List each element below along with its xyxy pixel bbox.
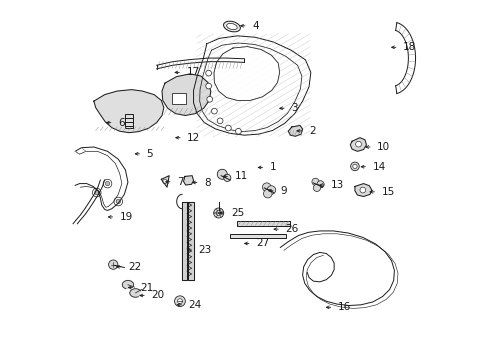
Text: 16: 16 [337, 302, 350, 312]
Text: 4: 4 [251, 21, 258, 31]
Text: 27: 27 [255, 238, 269, 248]
Text: 15: 15 [381, 187, 394, 197]
Circle shape [350, 162, 359, 171]
Circle shape [316, 181, 324, 188]
Circle shape [217, 118, 223, 124]
Text: 8: 8 [203, 177, 210, 188]
Text: 13: 13 [330, 180, 344, 190]
Text: 18: 18 [402, 42, 415, 52]
Polygon shape [94, 90, 163, 133]
Circle shape [177, 299, 182, 304]
Text: 3: 3 [290, 103, 297, 113]
Text: 10: 10 [376, 142, 389, 152]
Circle shape [163, 179, 167, 184]
Circle shape [116, 199, 120, 204]
Text: 19: 19 [120, 212, 133, 222]
Text: 20: 20 [151, 291, 164, 301]
Text: 17: 17 [186, 67, 199, 77]
Circle shape [174, 296, 185, 307]
Polygon shape [354, 184, 371, 197]
Circle shape [223, 174, 230, 181]
Text: 26: 26 [285, 224, 298, 234]
Circle shape [355, 141, 361, 147]
Polygon shape [129, 289, 140, 297]
Circle shape [266, 186, 275, 194]
Circle shape [103, 179, 112, 188]
Polygon shape [188, 202, 193, 280]
Circle shape [225, 125, 231, 131]
Text: 5: 5 [146, 149, 153, 159]
Text: 7: 7 [177, 177, 183, 187]
Circle shape [114, 197, 122, 206]
Text: 6: 6 [118, 118, 124, 128]
Circle shape [213, 208, 223, 218]
Bar [172, 93, 186, 104]
Text: 25: 25 [230, 208, 244, 218]
Circle shape [352, 164, 356, 168]
Text: 22: 22 [128, 262, 141, 272]
Text: 11: 11 [234, 171, 247, 181]
Text: 12: 12 [187, 133, 200, 143]
Circle shape [205, 70, 211, 76]
Polygon shape [183, 176, 193, 185]
Text: 24: 24 [188, 300, 202, 310]
Text: 21: 21 [140, 283, 153, 293]
Polygon shape [287, 126, 302, 136]
Polygon shape [122, 280, 133, 289]
Text: 14: 14 [372, 162, 385, 172]
Circle shape [105, 181, 109, 186]
Circle shape [262, 183, 270, 192]
Circle shape [235, 129, 241, 134]
Circle shape [216, 211, 221, 216]
Ellipse shape [223, 21, 240, 32]
Circle shape [205, 83, 211, 89]
Circle shape [211, 108, 217, 114]
Ellipse shape [226, 23, 237, 30]
Polygon shape [162, 74, 210, 116]
Circle shape [217, 169, 227, 179]
Circle shape [263, 189, 271, 198]
Circle shape [94, 190, 99, 195]
Polygon shape [182, 202, 187, 280]
Polygon shape [214, 46, 279, 100]
Text: 9: 9 [280, 186, 286, 196]
Circle shape [311, 178, 319, 185]
Circle shape [92, 188, 101, 197]
Bar [236, 221, 289, 226]
Bar [230, 234, 285, 238]
Text: 23: 23 [198, 245, 211, 255]
Text: 2: 2 [308, 126, 315, 136]
Circle shape [359, 187, 365, 193]
Bar [125, 114, 132, 128]
Circle shape [313, 184, 320, 192]
Circle shape [206, 96, 212, 102]
Polygon shape [161, 176, 169, 187]
Polygon shape [349, 138, 366, 151]
Text: 1: 1 [269, 162, 276, 172]
Circle shape [108, 260, 118, 269]
